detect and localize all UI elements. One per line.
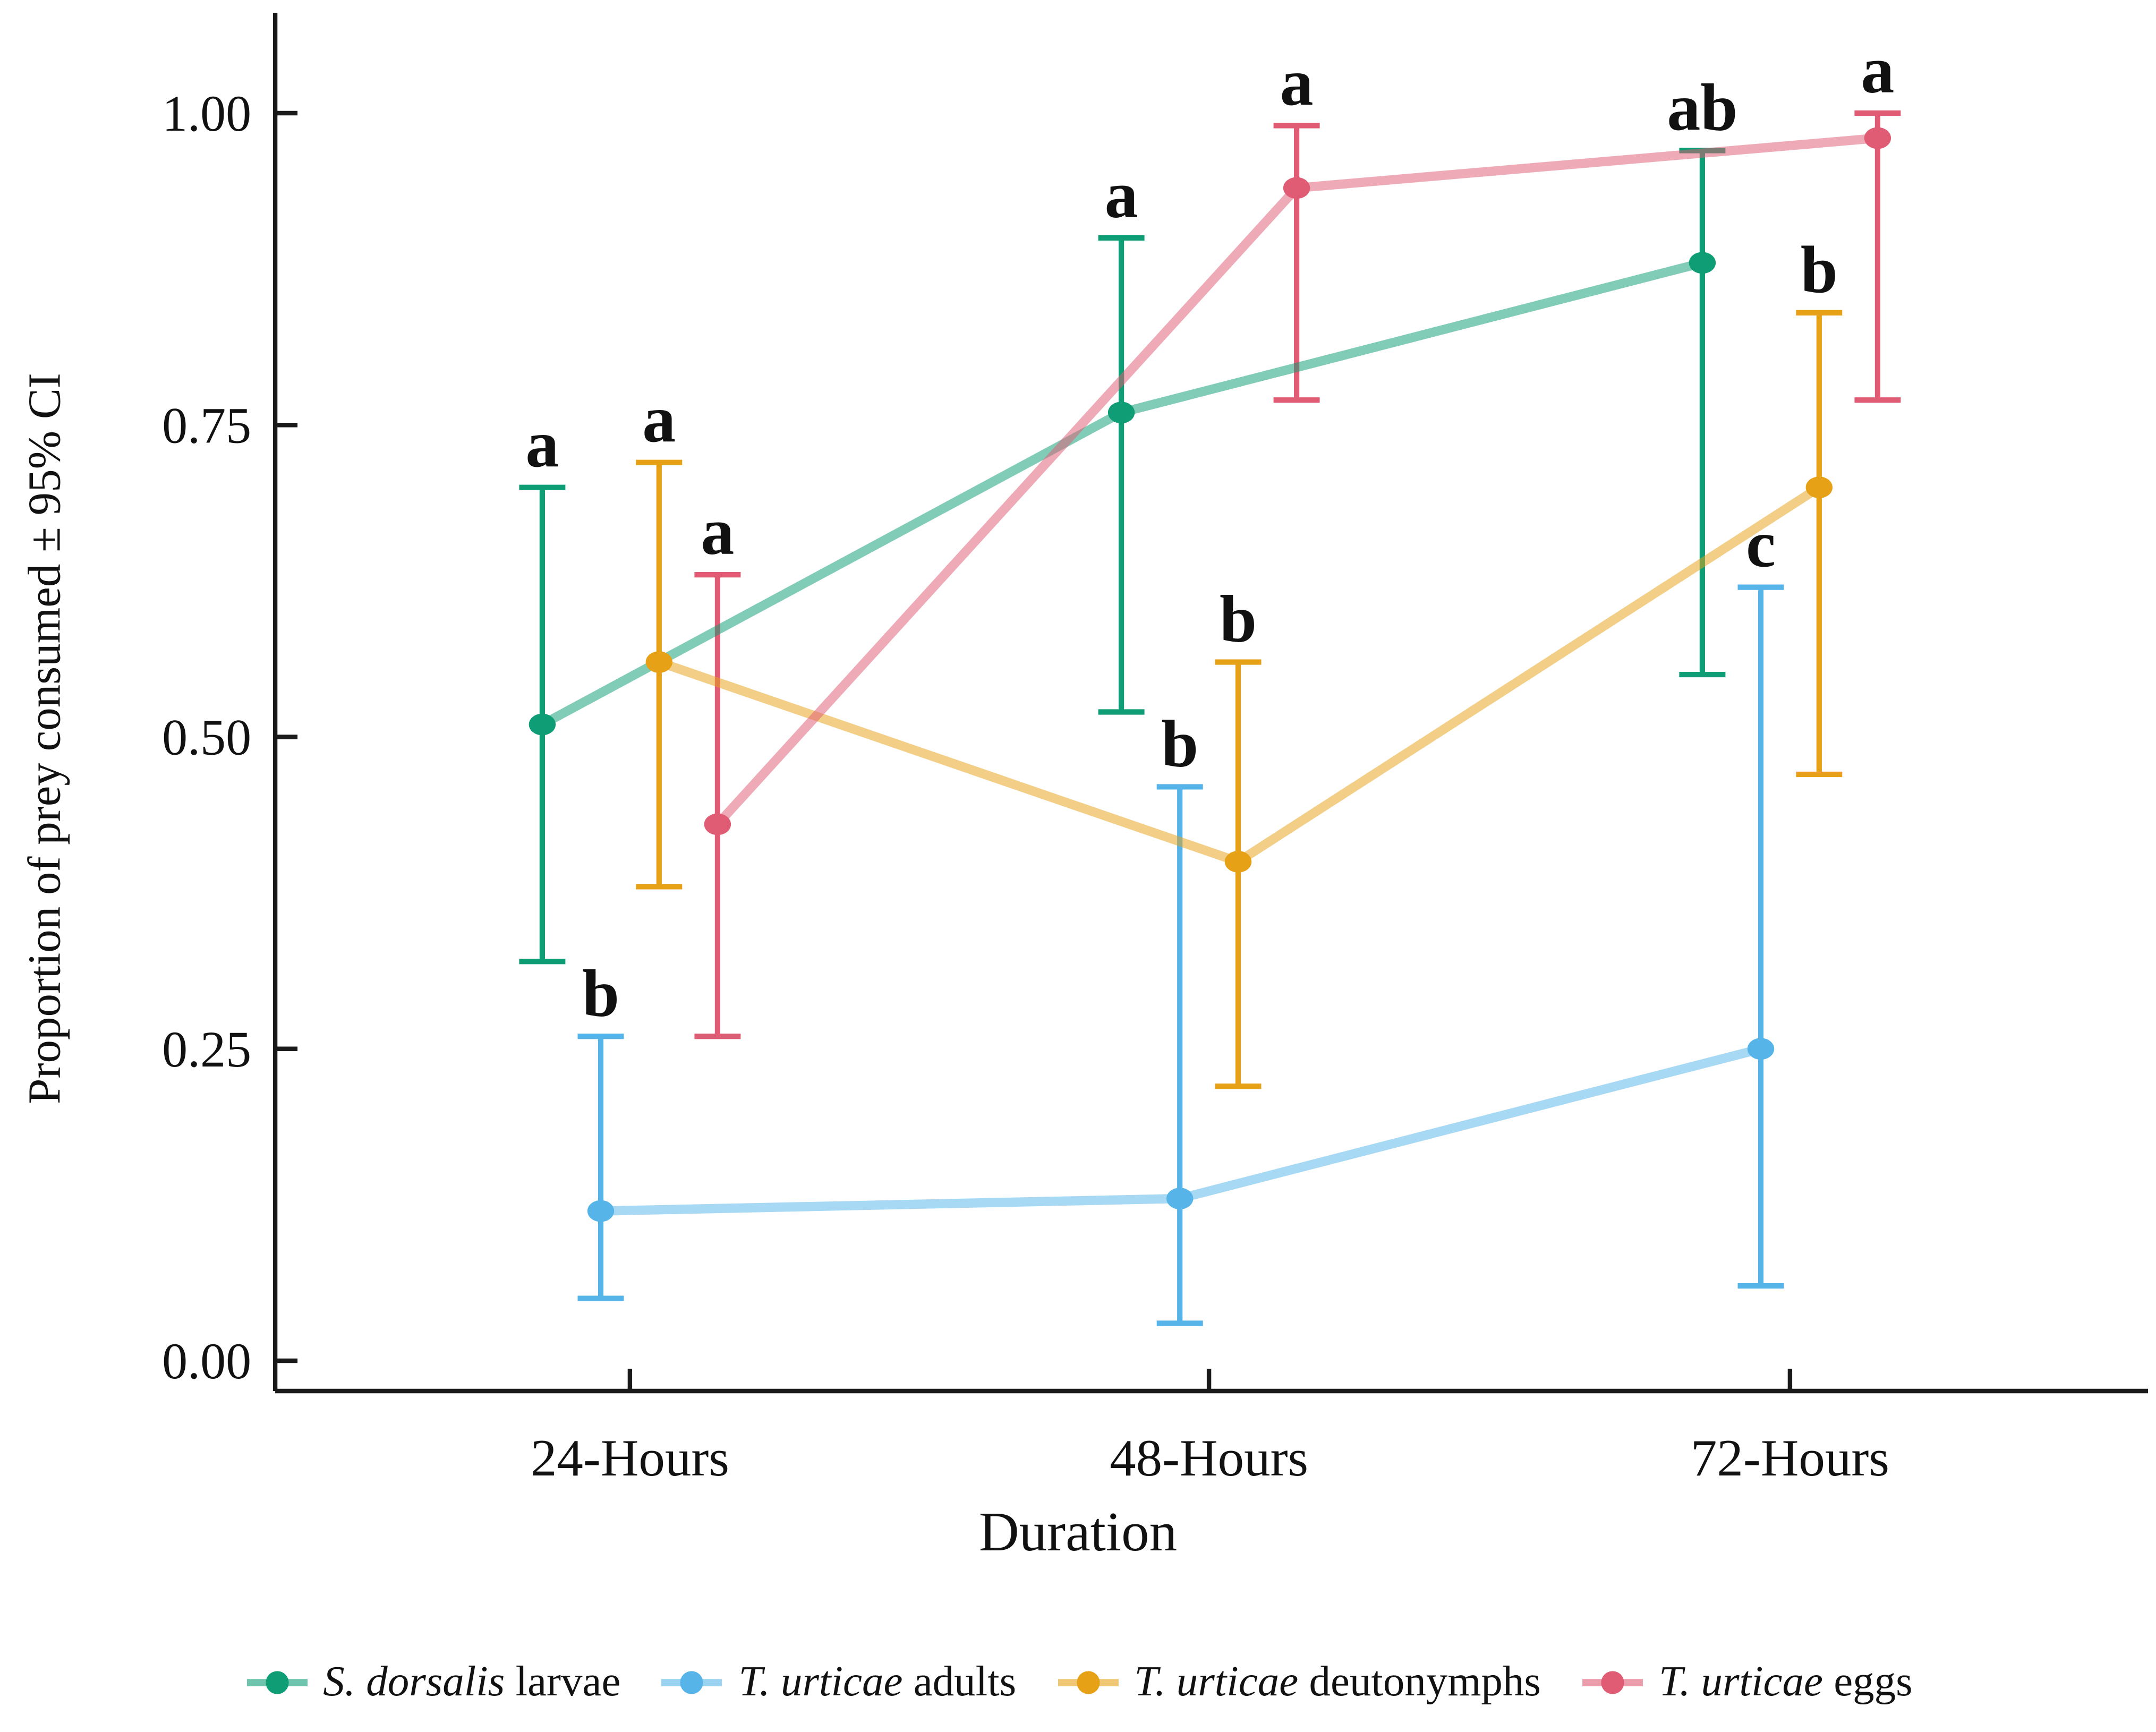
- legend-label: T. urticae adults: [738, 1657, 1016, 1707]
- sig-letter: b: [582, 957, 619, 1030]
- data-point: [645, 651, 672, 673]
- legend-dot-icon: [1076, 1670, 1100, 1694]
- legend-item: T. urticae deutonymphs: [1054, 1657, 1541, 1707]
- legend-item: S. dorsalis larvae: [243, 1657, 620, 1707]
- sig-letter: c: [1746, 508, 1776, 582]
- error-bar: [1098, 235, 1145, 715]
- sig-letter: a: [1861, 33, 1894, 107]
- legend-species-name: T. urticae: [1658, 1657, 1823, 1705]
- legend-point-icon: [246, 1670, 308, 1694]
- legend-species-name: T. urticae: [738, 1657, 903, 1705]
- sig-letter: b: [1801, 233, 1838, 307]
- data-point: [1805, 476, 1833, 499]
- data-point: [1747, 1038, 1775, 1060]
- y-tick-label: 0.00: [162, 1333, 251, 1389]
- error-bar: [1854, 110, 1901, 403]
- data-point: [704, 813, 731, 835]
- sig-letter: a: [1105, 158, 1138, 232]
- error-bar: [636, 459, 683, 890]
- y-axis-title: Proportion of prey consumed ± 95% CI: [20, 373, 71, 1104]
- data-point: [1689, 252, 1716, 274]
- sig-letter: b: [1161, 707, 1198, 781]
- legend-stage-name: larvae: [505, 1657, 621, 1705]
- legend-dot-icon: [1601, 1670, 1624, 1694]
- sig-letter: ab: [1667, 71, 1737, 144]
- y-tick-label: 1.00: [162, 85, 251, 142]
- error-bar: [1679, 148, 1726, 678]
- sig-letter: a: [701, 495, 734, 569]
- legend-item: T. urticae adults: [659, 1657, 1016, 1707]
- legend-dot-icon: [265, 1670, 288, 1694]
- legend-stage-name: deutonymphs: [1298, 1657, 1541, 1705]
- legend-stage-name: eggs: [1822, 1657, 1913, 1705]
- data-point: [1283, 177, 1310, 199]
- data-point: [1224, 851, 1252, 873]
- legend-label: S. dorsalis larvae: [323, 1657, 620, 1707]
- y-tick-label: 0.50: [162, 709, 251, 766]
- y-tick-label: 0.25: [162, 1021, 251, 1078]
- y-tick-label: 0.75: [162, 397, 251, 454]
- data-point: [529, 713, 556, 736]
- x-tick-label: 48-Hours: [1110, 1429, 1308, 1487]
- data-point: [1107, 402, 1135, 424]
- legend: S. dorsalis larvae T. urticae adults T. ur…: [0, 1657, 2156, 1707]
- error-bar: [1796, 310, 1843, 778]
- error-bar: [577, 1034, 624, 1301]
- legend-point-icon: [662, 1670, 723, 1694]
- sig-letter: a: [525, 408, 559, 482]
- sig-letter: a: [642, 383, 676, 457]
- x-tick-label: 72-Hours: [1691, 1429, 1889, 1487]
- error-bar: [1737, 584, 1784, 1289]
- error-bar: [1273, 123, 1320, 403]
- x-tick-label: 24-Hours: [531, 1429, 729, 1487]
- error-bar: [1215, 659, 1262, 1089]
- error-bar: [694, 572, 741, 1039]
- legend-label: T. urticae deutonymphs: [1134, 1657, 1541, 1707]
- legend-label: T. urticae eggs: [1659, 1657, 1913, 1707]
- legend-item: T. urticae eggs: [1579, 1657, 1913, 1707]
- error-bar: [1156, 784, 1203, 1326]
- x-axis-title: Duration: [978, 1501, 1178, 1563]
- legend-stage-name: adults: [902, 1657, 1017, 1705]
- sig-letter: a: [1280, 46, 1314, 120]
- legend-species-name: S. dorsalis: [323, 1657, 505, 1705]
- legend-species-name: T. urticae: [1134, 1657, 1299, 1705]
- legend-dot-icon: [680, 1670, 704, 1694]
- data-point: [1166, 1188, 1194, 1210]
- legend-point-icon: [1582, 1670, 1643, 1694]
- legend-point-icon: [1058, 1670, 1119, 1694]
- sig-letter: b: [1220, 583, 1257, 656]
- data-point: [587, 1200, 615, 1222]
- data-point: [1864, 127, 1891, 149]
